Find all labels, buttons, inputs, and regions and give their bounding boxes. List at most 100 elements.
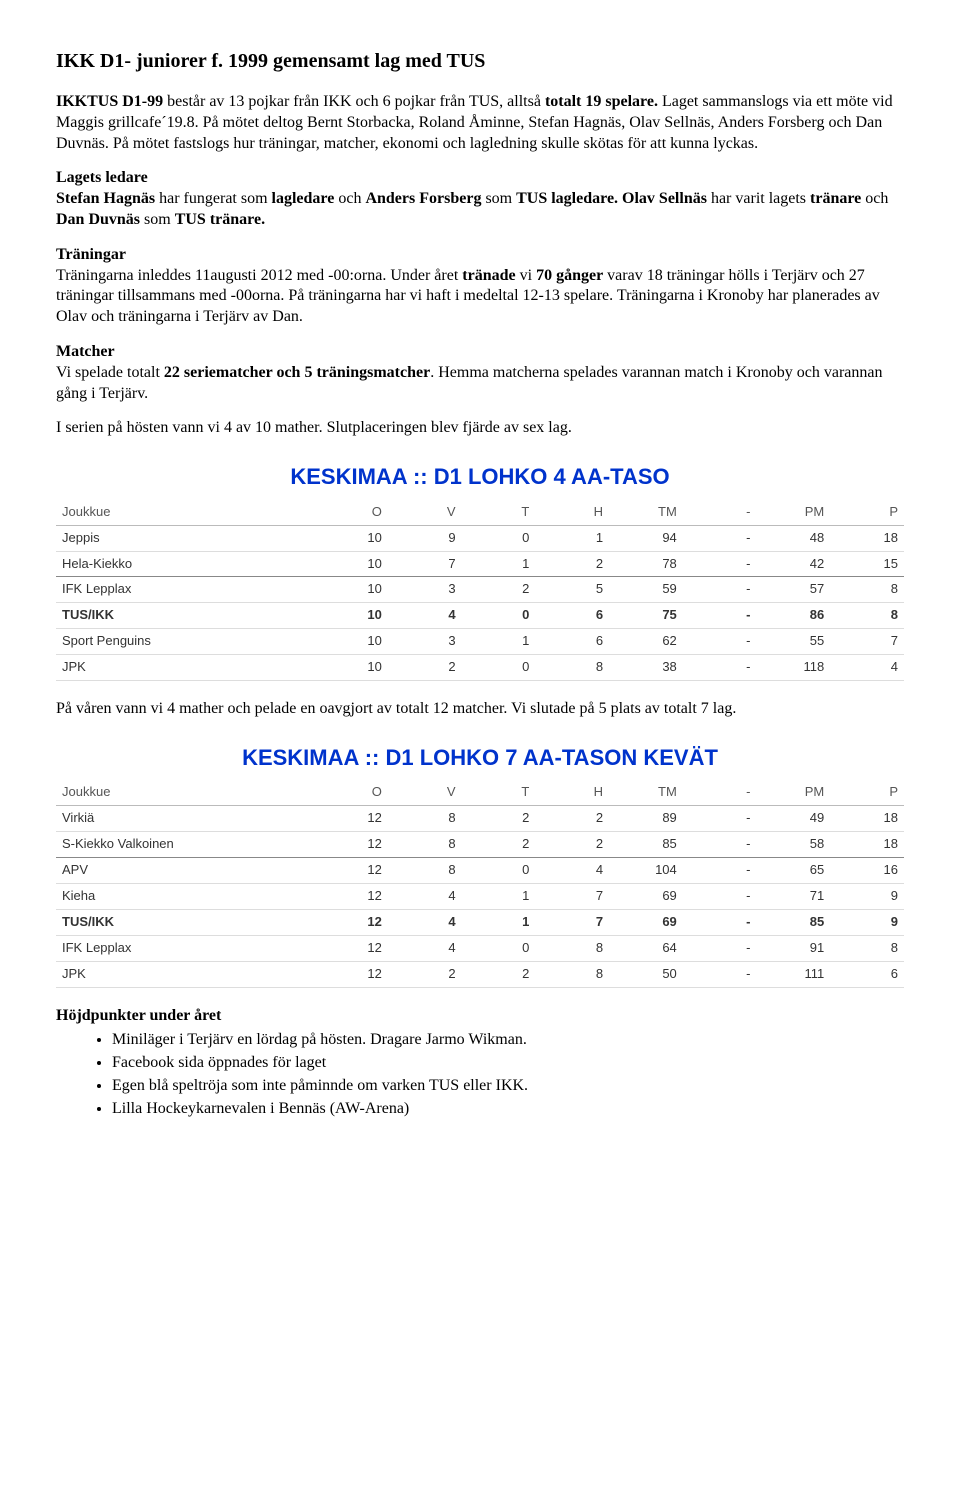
table-row: Sport Penguins1031662-557 [56,629,904,655]
team-cell: Sport Penguins [56,629,314,655]
num-cell: 9 [388,525,462,551]
team-cell: JPK [56,961,314,987]
num-cell: 4 [535,858,609,884]
col-header: Joukkue [56,780,314,805]
num-cell: 1 [462,909,536,935]
table-row: IFK Lepplax1032559-578 [56,577,904,603]
table-row: Hela-Kiekko1071278-4215 [56,551,904,577]
num-cell: 4 [388,883,462,909]
num-cell: 12 [314,883,388,909]
num-cell: 78 [609,551,683,577]
num-cell: 62 [609,629,683,655]
num-cell: 12 [314,806,388,832]
num-cell: 6 [535,629,609,655]
num-cell: - [683,909,757,935]
num-cell: 8 [535,961,609,987]
col-header: P [830,780,904,805]
num-cell: 10 [314,577,388,603]
num-cell: 10 [314,551,388,577]
num-cell: 55 [757,629,831,655]
team-cell: S-Kiekko Valkoinen [56,832,314,858]
num-cell: - [683,806,757,832]
team-cell: APV [56,858,314,884]
matches-text: Vi spelade totalt 22 seriematcher och 5 … [56,363,904,405]
num-cell: - [683,935,757,961]
table1-title: KESKIMAA :: D1 LOHKO 4 AA-TASO [56,463,904,492]
num-cell: 8 [830,935,904,961]
table-row: S-Kiekko Valkoinen1282285-5818 [56,832,904,858]
col-header: PM [757,500,831,525]
num-cell: 12 [314,832,388,858]
num-cell: 7 [535,883,609,909]
num-cell: 50 [609,961,683,987]
num-cell: 18 [830,832,904,858]
num-cell: 2 [388,961,462,987]
col-header: - [683,500,757,525]
num-cell: 5 [535,577,609,603]
num-cell: 16 [830,858,904,884]
num-cell: 1 [462,629,536,655]
trainings-text: Träningarna inleddes 11augusti 2012 med … [56,266,904,328]
num-cell: 8 [388,806,462,832]
num-cell: 59 [609,577,683,603]
table-row: TUS/IKK1040675-868 [56,603,904,629]
num-cell: 85 [609,832,683,858]
trainings-heading: Träningar [56,245,904,266]
team-cell: Virkiä [56,806,314,832]
num-cell: 7 [535,909,609,935]
standings-table-1: JoukkueOVTHTM-PMP Jeppis1090194-4818Hela… [56,500,904,681]
col-header: O [314,780,388,805]
team-cell: TUS/IKK [56,603,314,629]
list-item: Lilla Hockeykarnevalen i Bennäs (AW-Aren… [112,1099,904,1120]
num-cell: 12 [314,858,388,884]
num-cell: 3 [388,629,462,655]
team-cell: Hela-Kiekko [56,551,314,577]
num-cell: - [683,858,757,884]
num-cell: 12 [314,909,388,935]
table-row: APV12804104-6516 [56,858,904,884]
num-cell: 1 [462,551,536,577]
team-cell: JPK [56,655,314,681]
num-cell: 4 [830,655,904,681]
team-cell: IFK Lepplax [56,577,314,603]
num-cell: 2 [462,806,536,832]
num-cell: 85 [757,909,831,935]
num-cell: 111 [757,961,831,987]
num-cell: 18 [830,806,904,832]
num-cell: - [683,603,757,629]
num-cell: 4 [388,909,462,935]
num-cell: - [683,525,757,551]
num-cell: 10 [314,655,388,681]
num-cell: 6 [535,603,609,629]
table2-title: KESKIMAA :: D1 LOHKO 7 AA-TASON KEVÄT [56,744,904,773]
num-cell: - [683,629,757,655]
table-row: Virkiä1282289-4918 [56,806,904,832]
num-cell: 0 [462,525,536,551]
leaders-text: Stefan Hagnäs har fungerat som lagledare… [56,190,888,228]
intro-paragraph: IKKTUS D1-99 består av 13 pojkar från IK… [56,92,904,154]
col-header: H [535,780,609,805]
num-cell: 12 [314,935,388,961]
num-cell: 8 [535,655,609,681]
num-cell: 18 [830,525,904,551]
num-cell: 2 [535,806,609,832]
team-cell: Jeppis [56,525,314,551]
num-cell: 86 [757,603,831,629]
num-cell: 8 [830,577,904,603]
num-cell: 118 [757,655,831,681]
num-cell: 2 [462,961,536,987]
num-cell: 104 [609,858,683,884]
num-cell: 38 [609,655,683,681]
num-cell: 2 [388,655,462,681]
num-cell: 8 [830,603,904,629]
num-cell: 4 [388,935,462,961]
num-cell: 1 [535,525,609,551]
num-cell: - [683,551,757,577]
leaders-heading: Lagets ledare [56,169,148,186]
num-cell: 6 [830,961,904,987]
list-item: Miniläger i Terjärv en lördag på hösten.… [112,1030,904,1051]
col-header: T [462,500,536,525]
standings-table-2: JoukkueOVTHTM-PMP Virkiä1282289-4918S-Ki… [56,780,904,987]
num-cell: 69 [609,909,683,935]
num-cell: - [683,961,757,987]
